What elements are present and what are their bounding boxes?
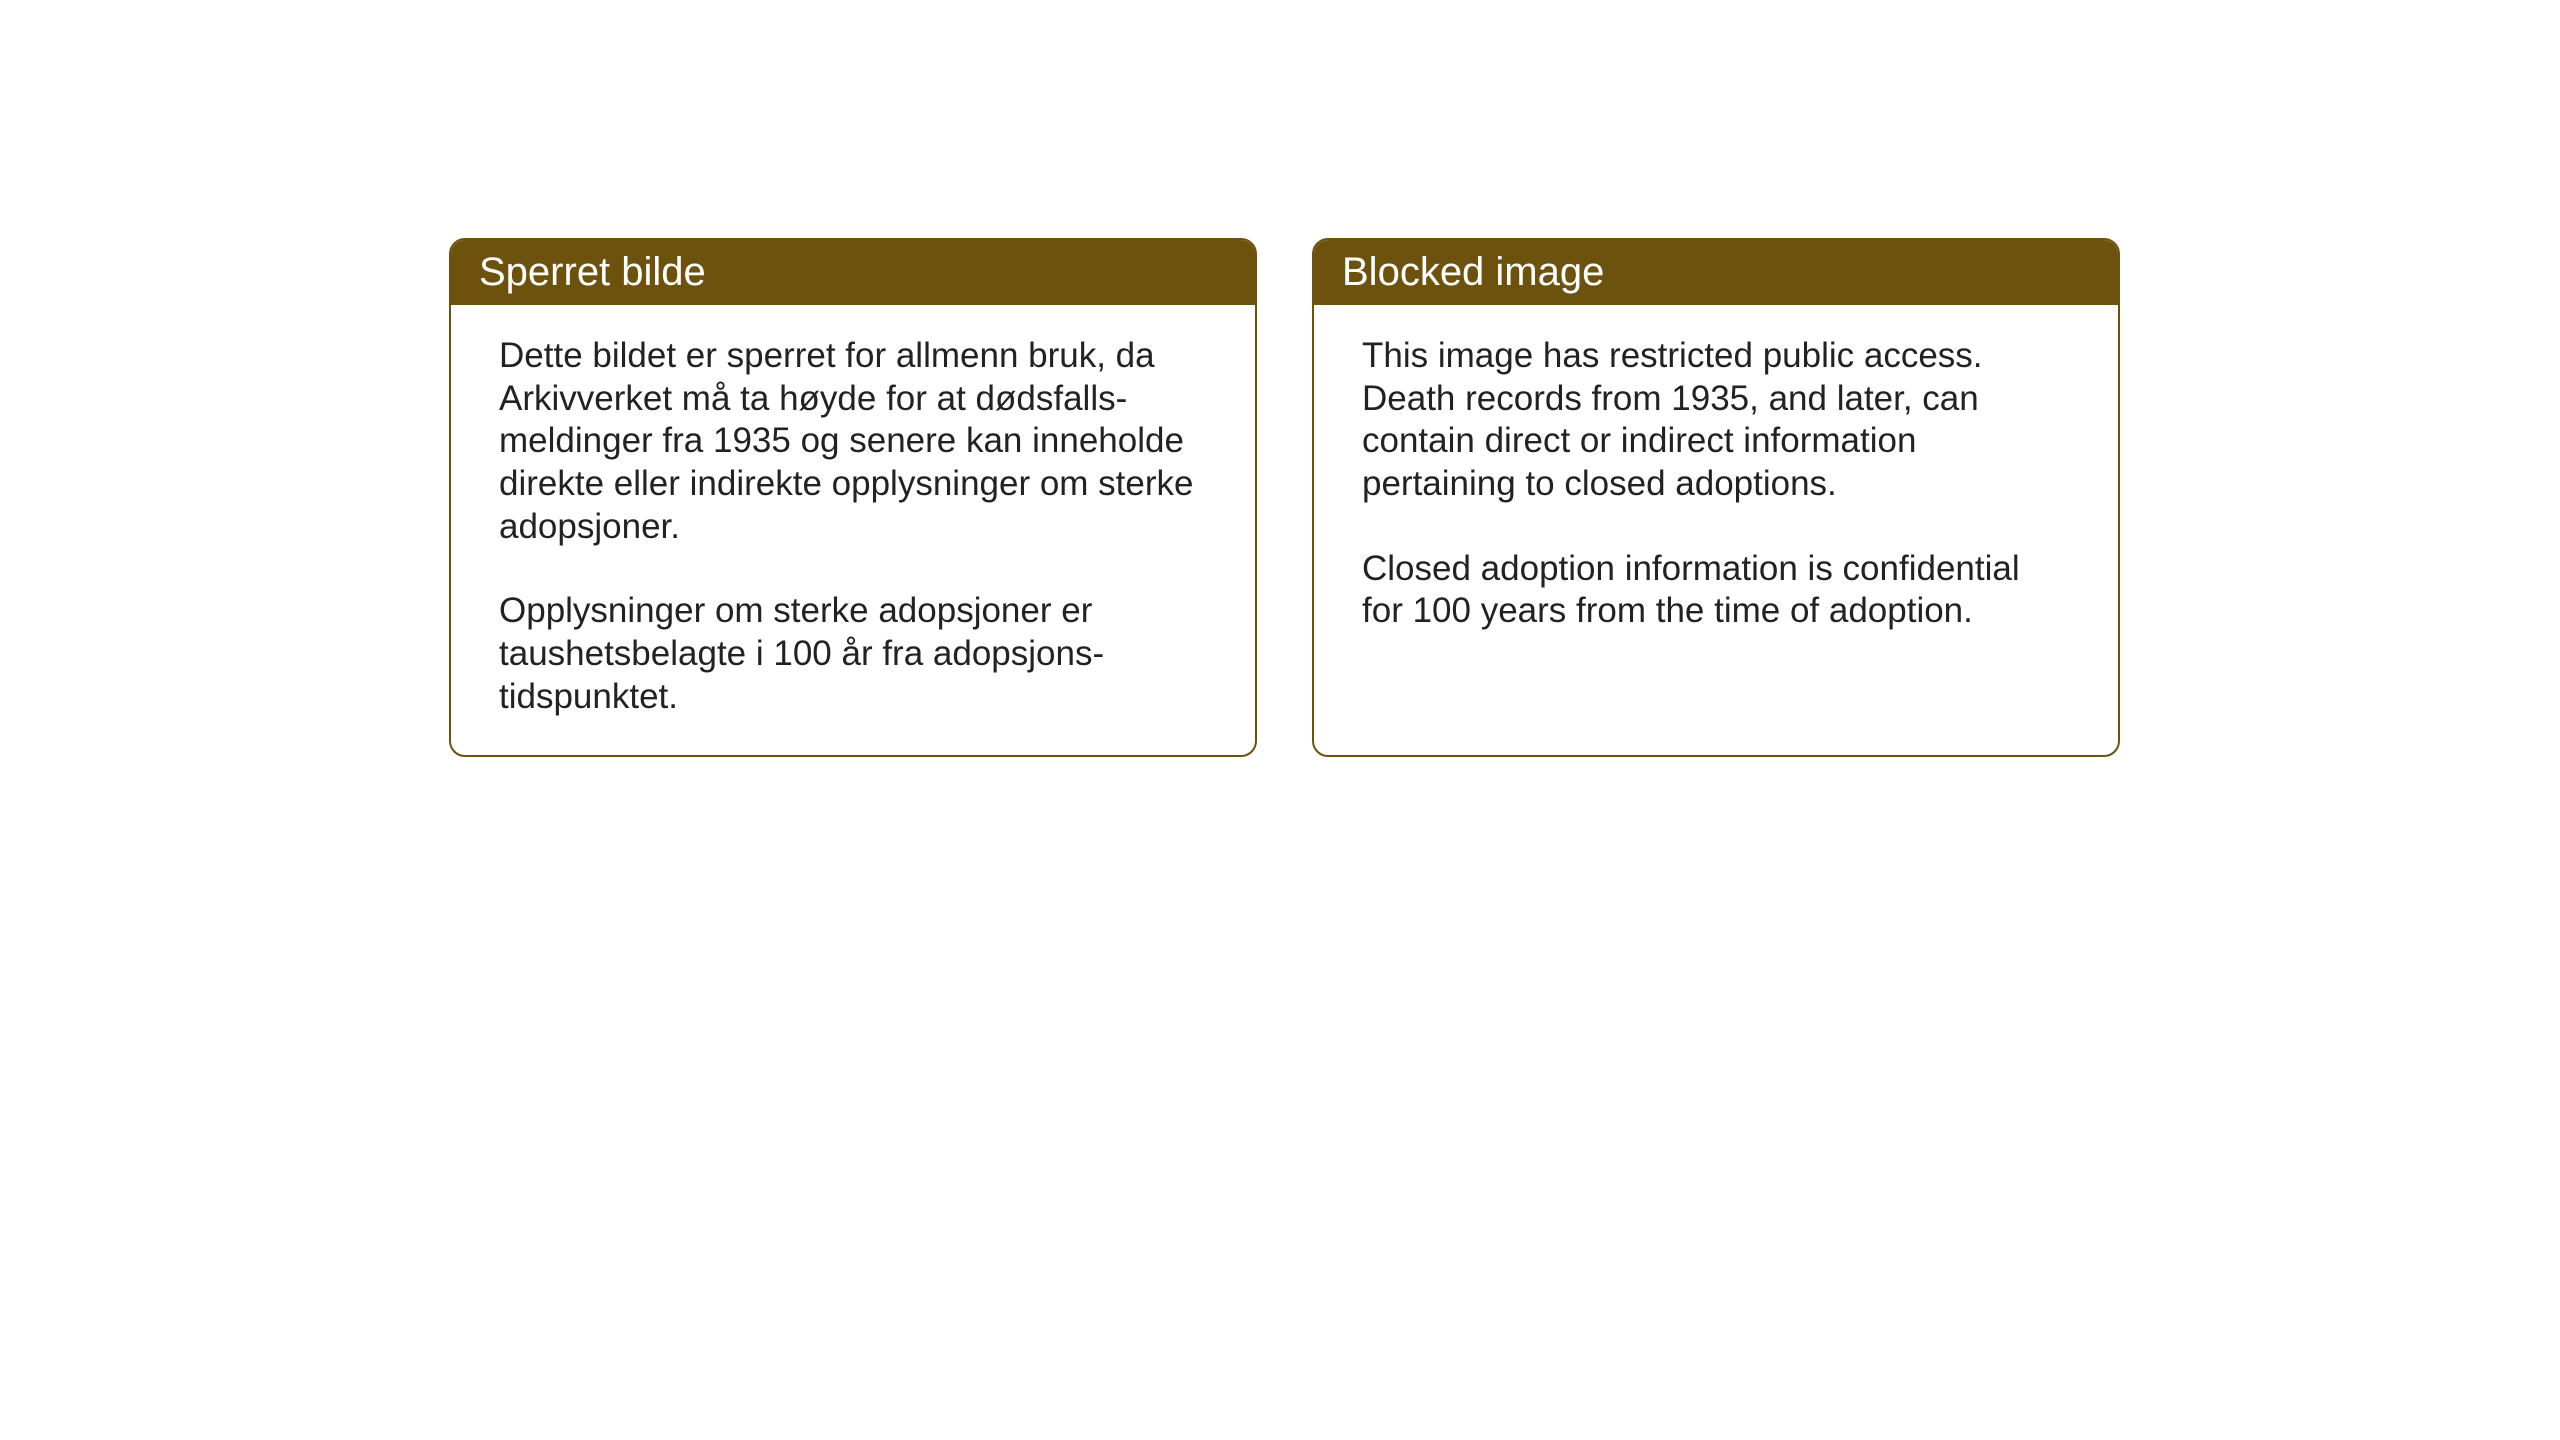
card-paragraph: Closed adoption information is confident… — [1362, 548, 2070, 633]
card-body-norwegian: Dette bildet er sperret for allmenn bruk… — [451, 305, 1255, 755]
card-header-english: Blocked image — [1314, 240, 2118, 305]
card-paragraph: Dette bildet er sperret for allmenn bruk… — [499, 335, 1207, 548]
card-title: Sperret bilde — [479, 250, 706, 294]
card-title: Blocked image — [1342, 250, 1604, 294]
card-body-english: This image has restricted public access.… — [1314, 305, 2118, 705]
card-paragraph: This image has restricted public access.… — [1362, 335, 2070, 506]
card-header-norwegian: Sperret bilde — [451, 240, 1255, 305]
card-english: Blocked image This image has restricted … — [1312, 238, 2120, 757]
card-norwegian: Sperret bilde Dette bildet er sperret fo… — [449, 238, 1257, 757]
card-paragraph: Opplysninger om sterke adopsjoner er tau… — [499, 590, 1207, 718]
cards-container: Sperret bilde Dette bildet er sperret fo… — [449, 238, 2120, 757]
